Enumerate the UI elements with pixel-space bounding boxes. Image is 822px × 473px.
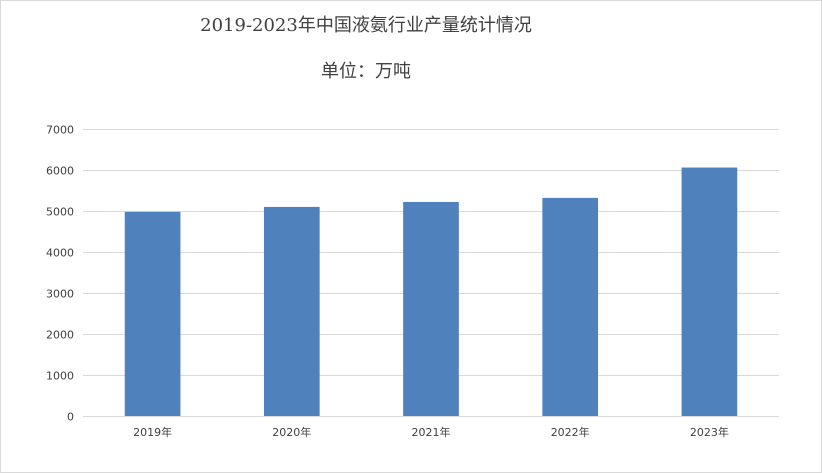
gridlines	[83, 129, 779, 417]
y-tick-label: 3000	[46, 288, 74, 301]
x-axis-ticks: 2019年 2020年 2021年 2022年 2023年	[133, 425, 729, 439]
bar	[124, 211, 181, 416]
y-tick-label: 1000	[46, 370, 74, 383]
y-tick-label: 0	[67, 411, 74, 424]
x-tick-label: 2021年	[412, 425, 451, 439]
y-tick-label: 4000	[46, 247, 74, 260]
chart-title: 2019-2023年中国液氨行业产量统计情况	[200, 15, 532, 36]
bar	[403, 201, 459, 416]
x-tick-label: 2022年	[551, 425, 590, 439]
y-tick-label: 6000	[46, 165, 74, 178]
x-tick-label: 2023年	[690, 425, 729, 439]
x-tick-label: 2019年	[133, 425, 172, 439]
bar	[542, 197, 599, 416]
y-axis-ticks: 0 1000 2000 3000 4000 5000 6000 7000	[46, 124, 74, 424]
bar	[263, 206, 320, 416]
y-tick-label: 7000	[46, 124, 74, 137]
y-tick-label: 2000	[46, 329, 74, 342]
chart-subtitle: 单位：万吨	[321, 61, 411, 82]
bars	[124, 167, 738, 416]
bar	[681, 167, 738, 416]
x-tick-label: 2020年	[272, 425, 311, 439]
y-tick-label: 5000	[46, 206, 74, 219]
